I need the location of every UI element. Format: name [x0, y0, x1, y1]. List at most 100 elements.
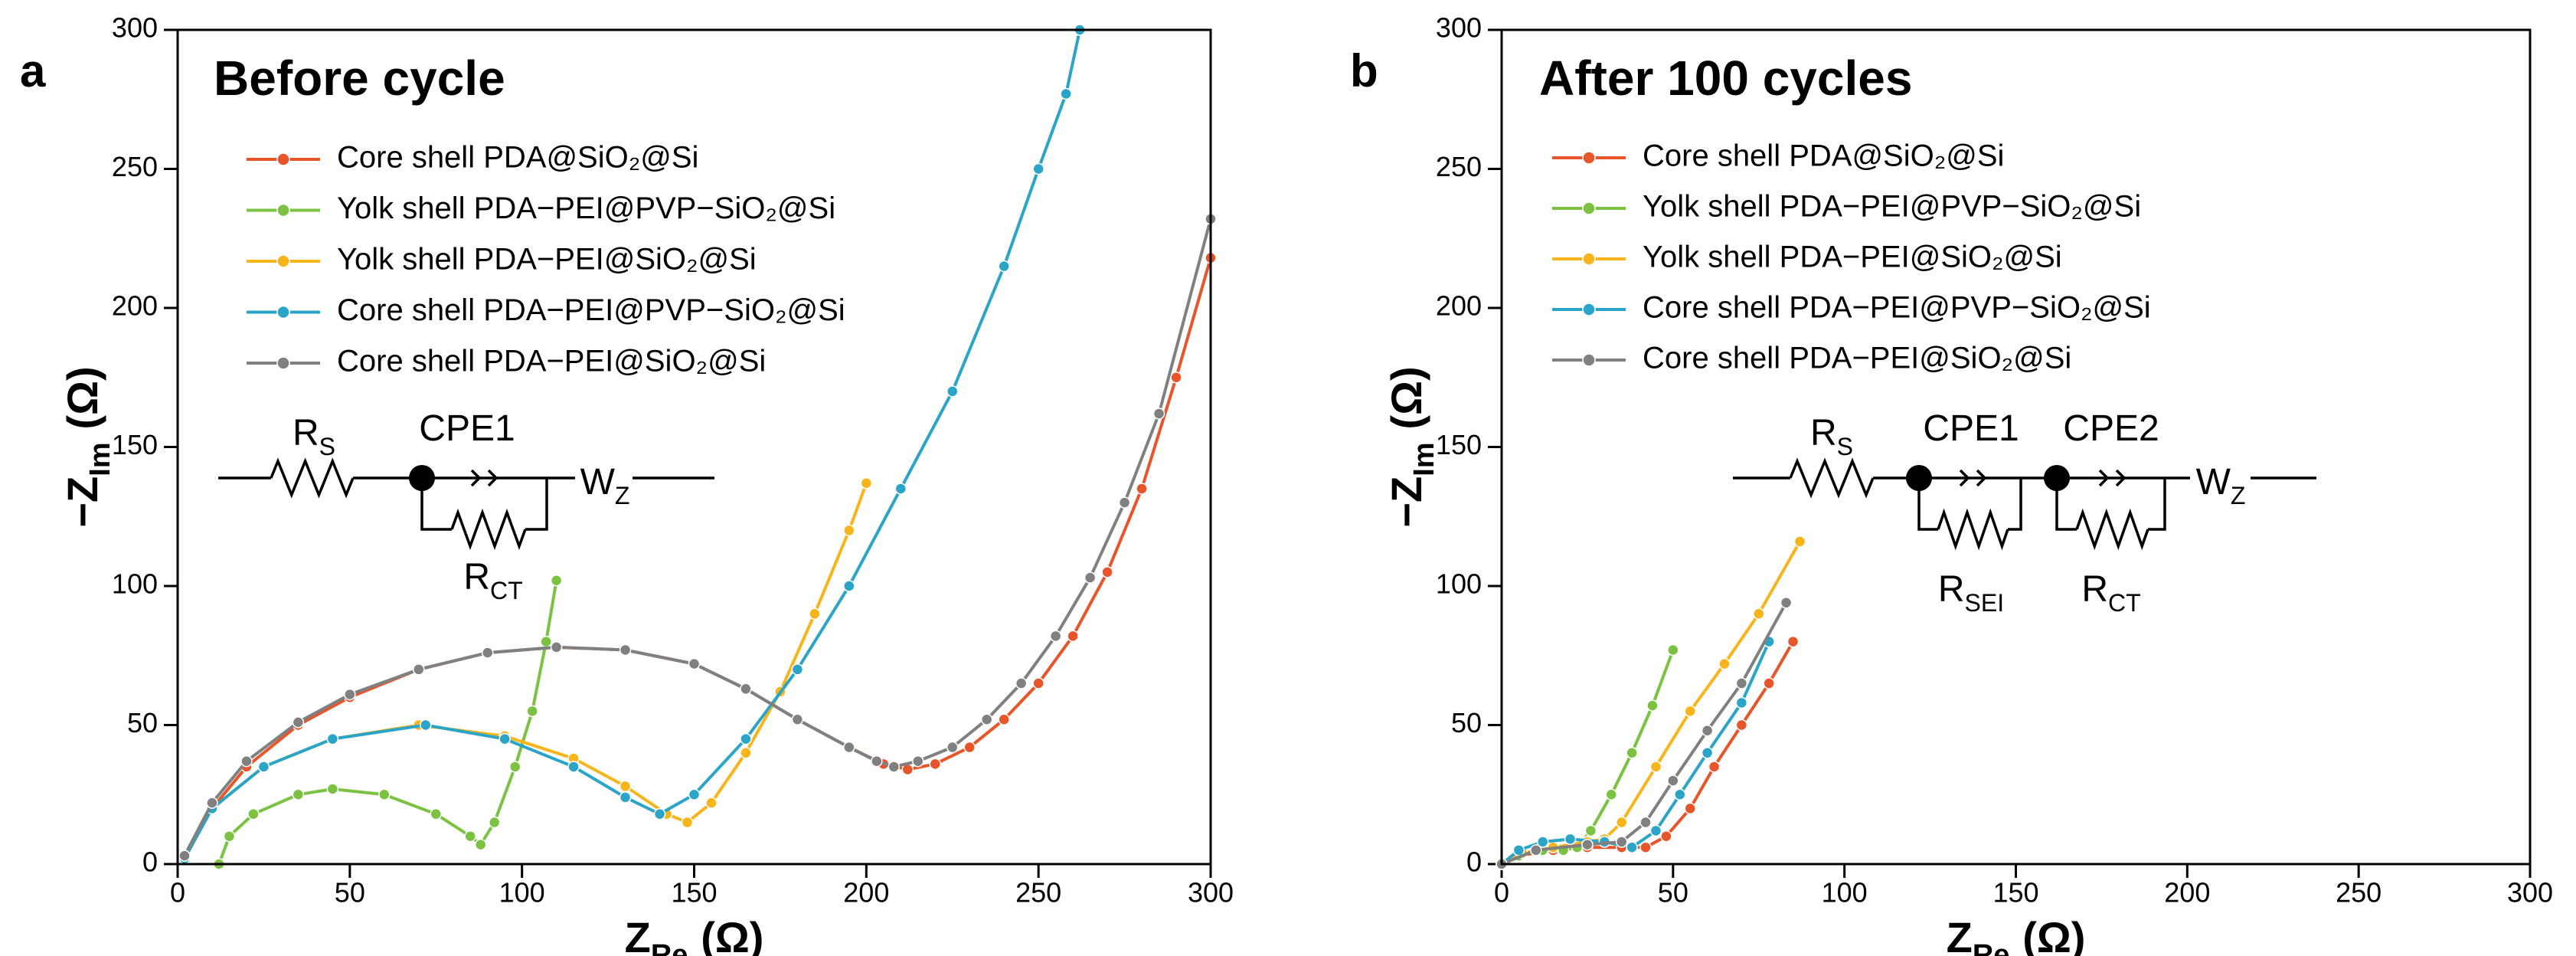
data-point [413, 663, 425, 676]
panel-letter: a [20, 45, 46, 97]
data-point [223, 830, 236, 843]
x-tick-label: 0 [1494, 877, 1509, 909]
data-point [998, 713, 1010, 725]
data-point [1649, 824, 1662, 837]
y-tick-label: 50 [127, 707, 158, 738]
plot-frame [1500, 28, 2532, 866]
x-tick-label: 200 [2164, 877, 2210, 909]
data-point [946, 741, 959, 754]
legend-marker [276, 203, 290, 218]
x-tick-label: 100 [499, 877, 545, 909]
circuit-label: CPE2 [2063, 408, 2159, 449]
legend-label: Yolk shell PDA−PEI@PVP−SiO₂@Si [337, 192, 835, 225]
panel-title: Before cycle [214, 51, 505, 106]
data-point [1684, 802, 1696, 815]
y-axis-label-main: −Z [1382, 476, 1430, 528]
legend-marker [1582, 252, 1596, 266]
data-point [1793, 535, 1806, 548]
data-point [843, 741, 855, 754]
y-tick-label: 300 [112, 12, 158, 44]
circuit-label-main: R [2081, 569, 2108, 610]
data-point [740, 732, 752, 745]
data-point [980, 713, 993, 725]
data-point [946, 385, 959, 398]
data-point [1626, 747, 1638, 759]
circuit-label-main: R [293, 413, 319, 453]
legend-marker [1582, 353, 1596, 367]
data-point [705, 797, 718, 809]
y-tick-label: 100 [1436, 568, 1482, 600]
y-tick-label: 50 [1451, 707, 1482, 738]
y-tick-label: 250 [112, 151, 158, 182]
data-point [681, 816, 694, 829]
resistor [1789, 457, 1875, 499]
legend-label: Core shell PDA@SiO₂@Si [1643, 139, 2004, 173]
y-axis-label-unit: (Ω) [58, 366, 106, 429]
x-tick-label: 150 [1992, 877, 2038, 909]
x-tick-label: 150 [671, 877, 717, 909]
data-point [488, 816, 501, 829]
data-point [1512, 844, 1525, 856]
x-tick-label: 50 [1658, 877, 1688, 909]
data-point [1615, 816, 1628, 829]
data-point [1639, 841, 1652, 853]
y-tick-label: 150 [1436, 429, 1482, 460]
circuit-label-main: R [463, 557, 490, 598]
x-tick-label: 250 [2336, 877, 2381, 909]
data-point [894, 483, 907, 495]
circuit-wire [2008, 478, 2022, 531]
y-tick-label: 300 [1436, 12, 1482, 44]
circuit-label-sub: CT [490, 577, 523, 604]
data-point [474, 838, 487, 851]
data-point [344, 688, 356, 701]
data-point [1787, 635, 1800, 648]
x-axis-label-main: Z [625, 913, 651, 956]
x-tick-label: 200 [843, 877, 889, 909]
data-point [619, 780, 632, 793]
data-point [998, 260, 1010, 273]
legend-marker [276, 356, 290, 370]
circuit-wire [2148, 478, 2166, 531]
series-line [217, 580, 558, 865]
x-tick-label: 50 [335, 877, 365, 909]
data-point [809, 607, 821, 620]
circuit-wire [420, 478, 452, 531]
data-point [619, 643, 632, 656]
data-point [843, 524, 855, 537]
circuit-label-main: CPE1 [419, 408, 515, 449]
circuit-label: RCT [463, 557, 522, 605]
cpe [470, 469, 499, 487]
data-point [430, 807, 442, 820]
data-point [464, 830, 476, 843]
series-line [183, 218, 1212, 857]
data-point [257, 761, 270, 773]
data-point [1170, 372, 1182, 384]
x-axis-label-unit: (Ω) [2022, 913, 2085, 956]
data-point [1660, 830, 1672, 843]
circuit-label: RSEI [1938, 569, 2004, 617]
circuit-label: CPE1 [1923, 408, 2019, 449]
data-point [206, 797, 218, 809]
resistor [450, 508, 527, 551]
data-point [963, 741, 976, 754]
x-tick-label: 0 [170, 877, 185, 909]
circuit-label-sub: Z [615, 482, 630, 509]
data-point [1649, 761, 1662, 773]
data-point [1032, 677, 1044, 689]
data-point [1530, 844, 1542, 856]
data-point [1735, 696, 1748, 709]
x-axis-label-sub: Re [651, 939, 688, 956]
data-point [1605, 788, 1618, 800]
data-point [326, 732, 339, 745]
data-point [1646, 699, 1659, 712]
panel-letter: b [1350, 45, 1378, 97]
data-point [1667, 643, 1679, 656]
data-point [619, 791, 632, 804]
circuit-label: RCT [2081, 569, 2140, 617]
circuit-label-main: R [1810, 413, 1837, 453]
legend-label: Core shell PDA−PEI@SiO₂@Si [337, 345, 766, 378]
data-point [1763, 677, 1775, 689]
data-point [688, 788, 701, 800]
y-axis-label: −ZIm (Ω) [1382, 366, 1440, 527]
